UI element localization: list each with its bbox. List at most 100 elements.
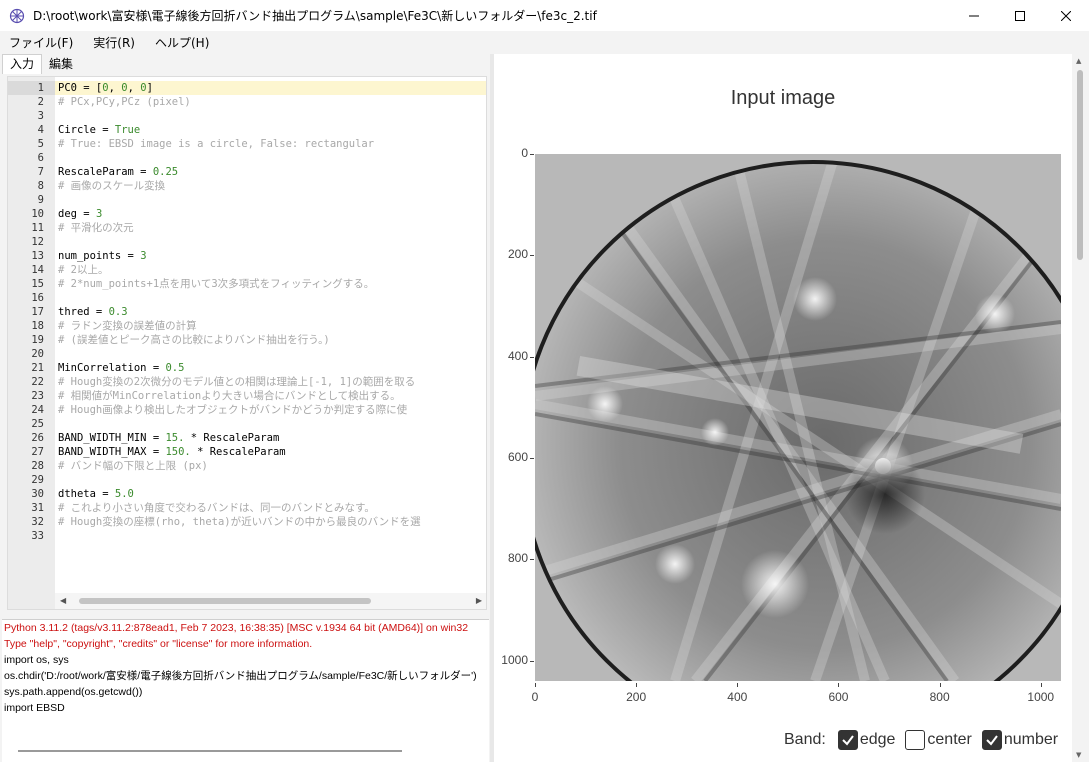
line-code: # Hough変換の2次微分のモデル値との相関は理論上[-1, 1]の範囲を取る xyxy=(58,375,415,389)
tab-edit[interactable]: 編集 xyxy=(49,57,74,71)
code-token: 150. xyxy=(165,446,191,458)
code-token: , xyxy=(108,82,122,94)
code-line[interactable]: 19 # (誤差値とピーク高さの比較によりバンド抽出を行う。) xyxy=(8,333,486,347)
code-line[interactable]: 12 xyxy=(8,235,486,249)
code-token: MinCorrelation = xyxy=(58,362,166,374)
code-token: PC0 = [ xyxy=(58,82,103,94)
code-line[interactable]: 6 xyxy=(8,151,486,165)
code-line[interactable]: 10 deg = 3 xyxy=(8,207,486,221)
code-line[interactable]: 17 thred = 0.3 xyxy=(8,305,486,319)
scroll-up-icon[interactable]: ▲ xyxy=(1076,57,1082,65)
menu-help[interactable]: ヘルプ(H) xyxy=(154,36,210,50)
code-line[interactable]: 20 xyxy=(8,347,486,361)
y-tick-mark xyxy=(530,559,534,561)
code-line[interactable]: 8 # 画像のスケール変換 xyxy=(8,179,486,193)
close-button[interactable] xyxy=(1043,0,1089,31)
line-number: 32 xyxy=(31,516,44,528)
scrollbar-thumb[interactable] xyxy=(79,598,371,604)
menu-file[interactable]: ファイル(F) xyxy=(9,36,74,50)
minimize-icon xyxy=(969,15,979,16)
code-line[interactable]: 13 num_points = 3 xyxy=(8,249,486,263)
plot-pane: Input image xyxy=(494,54,1072,762)
code-line[interactable]: 16 xyxy=(8,291,486,305)
y-tick-mark xyxy=(530,255,534,257)
maximize-button[interactable] xyxy=(997,0,1043,31)
line-code: BAND_WIDTH_MAX = 150. * RescaleParam xyxy=(58,445,286,459)
code-token: deg = xyxy=(58,208,96,220)
plot-vertical-scrollbar[interactable]: ▲ ▼ xyxy=(1072,54,1089,762)
code-line[interactable]: 3 xyxy=(8,109,486,123)
code-line[interactable]: 9 xyxy=(8,193,486,207)
python-console[interactable]: Python 3.11.2 (tags/v3.11.2:878ead1, Feb… xyxy=(2,619,489,762)
center-label: center xyxy=(927,731,972,748)
console-horizontal-scrollbar[interactable] xyxy=(18,750,402,752)
code-line[interactable]: 26 BAND_WIDTH_MIN = 15. * RescaleParam xyxy=(8,431,486,445)
y-tick-mark xyxy=(530,458,534,460)
code-line[interactable]: 18 # ラドン変換の誤差値の計算 xyxy=(8,319,486,333)
code-token: thred = xyxy=(58,306,109,318)
console-line: import os, sys xyxy=(4,654,69,666)
line-code: # 相関値がMinCorrelationより大きい場合にバンドとして検出する。 xyxy=(58,389,401,403)
code-token: 3 xyxy=(95,208,103,220)
x-tick-label: 600 xyxy=(828,690,849,704)
line-number: 23 xyxy=(31,390,44,402)
line-number: 26 xyxy=(31,432,44,444)
code-line[interactable]: 31 # これより小さい角度で交わるバンドは、同一のバンドとみなす。 xyxy=(8,501,486,515)
ebsd-input-image[interactable] xyxy=(535,154,1061,681)
code-line[interactable]: 33 xyxy=(8,529,486,543)
code-line[interactable]: 11 # 平滑化の次元 xyxy=(8,221,486,235)
tab-input[interactable]: 入力 xyxy=(2,54,43,74)
line-number: 10 xyxy=(31,208,44,220)
code-editor[interactable]: 1 PC0 = [0, 0, 0] 2 # PCx,PCy,PCz (pixel) 3 4… xyxy=(7,76,487,610)
code-line[interactable]: 28 # バンド幅の下限と上限 (px) xyxy=(8,459,486,473)
editor-horizontal-scrollbar[interactable]: ◀ ▶ xyxy=(55,593,486,609)
edge-checkbox[interactable] xyxy=(837,730,858,750)
line-number: 5 xyxy=(37,138,44,150)
code-line[interactable]: 2 # PCx,PCy,PCz (pixel) xyxy=(8,95,486,109)
center-checkbox[interactable] xyxy=(905,730,926,750)
code-line[interactable]: 5 # True: EBSD image is a circle, False: … xyxy=(8,137,486,151)
code-token: # (誤差値とピーク高さの比較によりバンド抽出を行う。) xyxy=(58,334,330,346)
code-line[interactable]: 29 xyxy=(8,473,486,487)
scrollbar-thumb[interactable] xyxy=(1077,70,1083,260)
scroll-right-icon[interactable]: ▶ xyxy=(475,596,482,605)
line-code: # True: EBSD image is a circle, False: r… xyxy=(58,137,374,151)
code-line[interactable]: 25 xyxy=(8,417,486,431)
y-tick-label: 600 xyxy=(507,450,528,465)
number-checkbox[interactable] xyxy=(981,730,1002,750)
check-icon xyxy=(986,735,998,746)
editor-lines: 1 PC0 = [0, 0, 0] 2 # PCx,PCy,PCz (pixel) 3 4… xyxy=(8,81,486,543)
code-line[interactable]: 14 # 2以上。 xyxy=(8,263,486,277)
line-number: 31 xyxy=(31,502,44,514)
window-controls xyxy=(951,0,1089,31)
y-tick-label: 800 xyxy=(507,551,528,566)
pane-splitter[interactable] xyxy=(490,54,494,762)
code-line[interactable]: 30 dtheta = 5.0 xyxy=(8,487,486,501)
line-number: 18 xyxy=(31,320,44,332)
line-number: 20 xyxy=(31,348,44,360)
line-code: # これより小さい角度で交わるバンドは、同一のバンドとみなす。 xyxy=(58,501,375,515)
check-icon xyxy=(842,735,854,746)
line-number-gutter xyxy=(8,77,55,609)
code-line[interactable]: 15 # 2*num_points+1点を用いて3次多項式をフィッティングする。 xyxy=(8,277,486,291)
code-line[interactable]: 22 # Hough変換の2次微分のモデル値との相関は理論上[-1, 1]の範囲を… xyxy=(8,375,486,389)
code-line[interactable]: 23 # 相関値がMinCorrelationより大きい場合にバンドとして検出する… xyxy=(8,389,486,403)
x-tick-mark xyxy=(737,683,739,687)
code-line[interactable]: 24 # Hough画像より検出したオブジェクトがバンドかどうか判定する際に使 xyxy=(8,403,486,417)
menu-run[interactable]: 実行(R) xyxy=(93,36,135,50)
code-line[interactable]: 27 BAND_WIDTH_MAX = 150. * RescaleParam xyxy=(8,445,486,459)
line-code: # Hough画像より検出したオブジェクトがバンドかどうか判定する際に使 xyxy=(58,403,407,417)
minimize-button[interactable] xyxy=(951,0,997,31)
code-line[interactable]: 7 RescaleParam = 0.25 xyxy=(8,165,486,179)
y-tick-label: 200 xyxy=(507,247,528,262)
scroll-left-icon[interactable]: ◀ xyxy=(60,596,67,605)
line-number: 6 xyxy=(37,152,44,164)
code-line[interactable]: 32 # Hough変換の座標(rho, theta)が近いバンドの中から最良のバ… xyxy=(8,515,486,529)
code-line[interactable]: 21 MinCorrelation = 0.5 xyxy=(8,361,486,375)
scroll-down-icon[interactable]: ▼ xyxy=(1076,751,1082,759)
line-code: # Hough変換の座標(rho, theta)が近いバンドの中から最良のバンド… xyxy=(58,515,421,529)
code-line[interactable]: 1 PC0 = [0, 0, 0] xyxy=(8,81,486,95)
line-number: 21 xyxy=(31,362,44,374)
code-line[interactable]: 4 Circle = True xyxy=(8,123,486,137)
line-number: 1 xyxy=(37,82,44,94)
